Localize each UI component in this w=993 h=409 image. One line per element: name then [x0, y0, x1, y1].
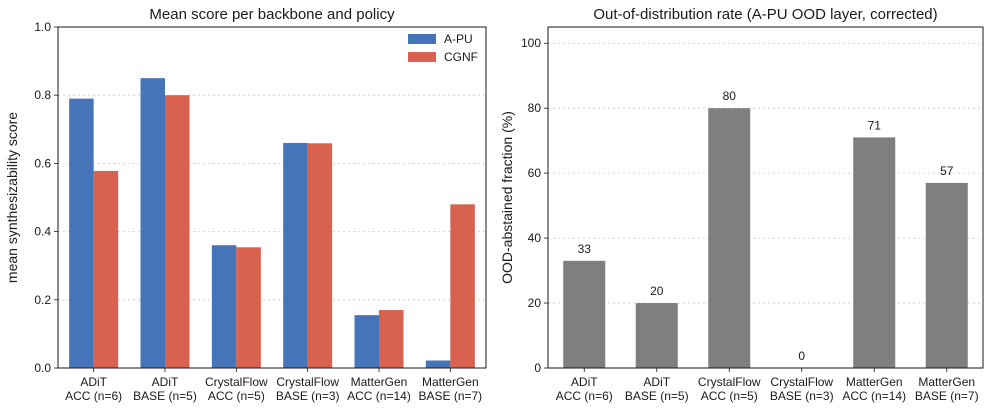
- bar-cgnf: [236, 247, 261, 368]
- x-tick-label: ADiT: [80, 375, 107, 389]
- x-tick-label: ACC (n=14): [842, 389, 906, 403]
- y-tick-label: 100: [521, 36, 541, 50]
- y-tick-label: 20: [528, 296, 542, 310]
- y-axis-label: mean synthesizability score: [4, 112, 20, 283]
- x-tick-label: MatterGen: [918, 375, 975, 389]
- bar-ood: [563, 260, 606, 368]
- x-tick-label: BASE (n=3): [770, 389, 834, 403]
- x-tick-label: BASE (n=5): [133, 389, 197, 403]
- chart-mean-score: Mean score per backbone and policy 0.0 0.2…: [4, 6, 487, 403]
- x-tick-label: MatterGen: [422, 375, 479, 389]
- x-tick-label: ADiT: [643, 375, 670, 389]
- x-tick-label: CrystalFlow: [770, 375, 833, 389]
- plot-frame: [57, 26, 487, 369]
- bar-a-pu: [283, 142, 308, 368]
- x-tick-label: CrystalFlow: [205, 375, 268, 389]
- y-tick-label: 40: [528, 231, 542, 245]
- bar-a-pu: [211, 245, 237, 368]
- data-label: 20: [650, 284, 664, 298]
- y-tick-label: 0: [534, 361, 541, 375]
- x-tick-label: MatterGen: [846, 375, 903, 389]
- data-label: 71: [868, 118, 882, 132]
- data-label: 0: [798, 349, 805, 363]
- y-tick-label: 0.4: [34, 225, 51, 239]
- x-tick-label: ACC (n=14): [347, 389, 411, 403]
- chart-title: Mean score per backbone and policy: [149, 6, 395, 23]
- y-tick-label: 0.0: [34, 361, 51, 375]
- bar-a-pu: [140, 78, 165, 369]
- x-tick-label: ADiT: [571, 375, 598, 389]
- legend-swatch: [408, 34, 436, 44]
- y-tick-label: 0.2: [34, 293, 51, 307]
- legend-swatch: [408, 52, 436, 62]
- bar-a-pu: [354, 315, 379, 368]
- x-tick-label: BASE (n=7): [418, 389, 482, 403]
- y-tick-label: 1.0: [34, 20, 51, 34]
- x-tick-label: CrystalFlow: [698, 375, 761, 389]
- x-tick-label: ADiT: [152, 375, 179, 389]
- x-tick-label: BASE (n=7): [915, 389, 979, 403]
- bar-ood: [925, 182, 968, 368]
- y-tick-label: 0.6: [34, 156, 51, 170]
- x-tick-label: ACC (n=5): [208, 389, 265, 403]
- data-label: 57: [940, 164, 954, 178]
- bar-cgnf: [165, 95, 190, 368]
- y-tick-label: 0.8: [34, 88, 51, 102]
- y-tick-label: 80: [528, 101, 542, 115]
- legend-label: A-PU: [444, 32, 473, 46]
- x-tick-label: ACC (n=5): [701, 389, 758, 403]
- x-tick-label: BASE (n=3): [276, 389, 340, 403]
- bar-ood: [853, 137, 896, 368]
- bar-ood: [635, 303, 678, 368]
- bar-cgnf: [307, 143, 333, 368]
- chart-title: Out-of-distribution rate (A-PU OOD layer…: [593, 6, 937, 23]
- bar-a-pu: [69, 98, 94, 369]
- data-label: 80: [723, 89, 737, 103]
- chart-ood-rate: Out-of-distribution rate (A-PU OOD layer…: [499, 6, 984, 403]
- legend-label: CGNF: [444, 50, 478, 64]
- bar-cgnf: [379, 310, 404, 368]
- x-tick-label: CrystalFlow: [276, 375, 339, 389]
- y-axis-label: OOD-abstained fraction (%): [499, 111, 515, 284]
- bar-cgnf: [93, 170, 119, 368]
- x-tick-label: ACC (n=6): [65, 389, 122, 403]
- x-tick-label: MatterGen: [351, 375, 408, 389]
- x-tick-label: ACC (n=6): [556, 389, 613, 403]
- bar-a-pu: [425, 360, 451, 368]
- y-tick-label: 60: [528, 166, 542, 180]
- data-label: 33: [578, 242, 592, 256]
- bar-cgnf: [450, 204, 475, 368]
- x-tick-label: BASE (n=5): [625, 389, 689, 403]
- bar-ood: [708, 108, 751, 368]
- plot-frame: [547, 26, 984, 369]
